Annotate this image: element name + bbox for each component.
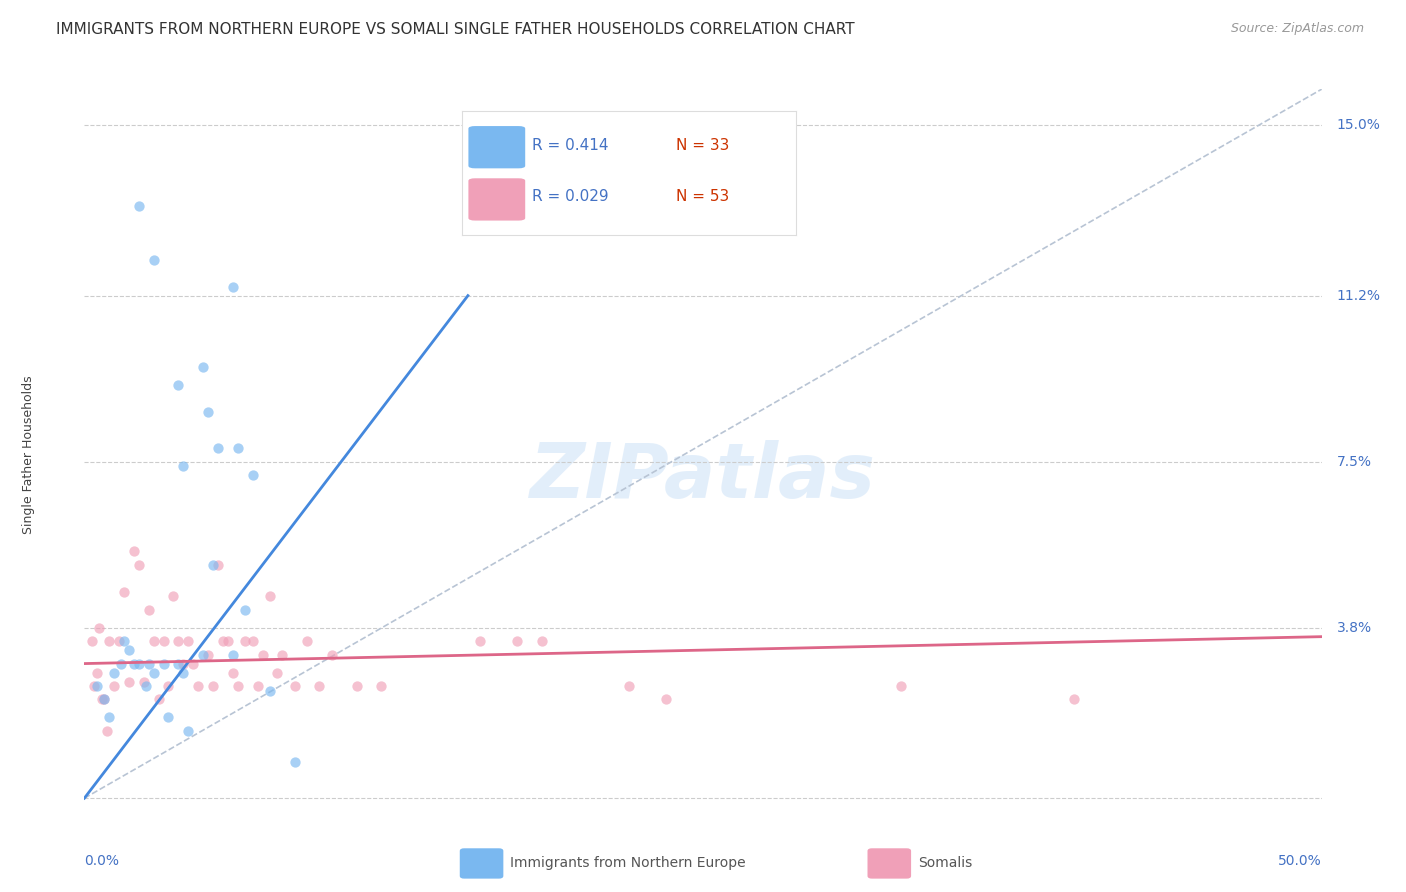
- Point: [142, 252, 165, 267]
- Point: [242, 634, 264, 648]
- Point: [1063, 692, 1085, 706]
- Point: [157, 679, 180, 693]
- Text: 7.5%: 7.5%: [1337, 455, 1371, 468]
- Point: [142, 634, 165, 648]
- Point: [80, 634, 103, 648]
- Point: [135, 679, 157, 693]
- Point: [132, 674, 155, 689]
- Point: [222, 279, 245, 293]
- Text: 15.0%: 15.0%: [1337, 118, 1381, 132]
- Point: [128, 657, 150, 671]
- Point: [207, 558, 229, 572]
- Point: [167, 634, 190, 648]
- Point: [197, 648, 219, 662]
- Text: IMMIGRANTS FROM NORTHERN EUROPE VS SOMALI SINGLE FATHER HOUSEHOLDS CORRELATION C: IMMIGRANTS FROM NORTHERN EUROPE VS SOMAL…: [56, 22, 855, 37]
- Point: [83, 679, 105, 693]
- Point: [284, 756, 307, 770]
- Point: [172, 657, 194, 671]
- Point: [259, 683, 281, 698]
- Point: [112, 584, 135, 599]
- Point: [202, 558, 225, 572]
- Point: [103, 679, 125, 693]
- Point: [470, 634, 492, 648]
- Point: [191, 360, 214, 375]
- Point: [181, 657, 204, 671]
- Point: [284, 679, 307, 693]
- Text: Single Father Households: Single Father Households: [22, 376, 35, 534]
- Point: [122, 657, 145, 671]
- Point: [118, 643, 141, 657]
- Point: [655, 692, 678, 706]
- Point: [531, 634, 554, 648]
- Point: [98, 634, 121, 648]
- Point: [222, 648, 245, 662]
- Point: [197, 405, 219, 419]
- Point: [506, 634, 529, 648]
- Point: [295, 634, 318, 648]
- Point: [246, 679, 269, 693]
- Point: [308, 679, 330, 693]
- Point: [122, 544, 145, 558]
- Point: [321, 648, 343, 662]
- Point: [89, 621, 111, 635]
- Point: [212, 634, 235, 648]
- Point: [617, 679, 640, 693]
- Point: [167, 378, 190, 392]
- Point: [271, 648, 294, 662]
- Point: [138, 657, 160, 671]
- Point: [226, 441, 249, 455]
- Text: 0.0%: 0.0%: [84, 854, 120, 868]
- Point: [128, 558, 150, 572]
- Point: [266, 665, 288, 680]
- Point: [202, 679, 225, 693]
- Text: Somalis: Somalis: [918, 856, 973, 871]
- Point: [191, 648, 214, 662]
- Point: [890, 679, 912, 693]
- Point: [346, 679, 368, 693]
- Point: [138, 603, 160, 617]
- Point: [98, 710, 121, 724]
- Point: [177, 723, 200, 738]
- Point: [108, 634, 131, 648]
- Point: [167, 657, 190, 671]
- Point: [93, 692, 115, 706]
- Point: [177, 634, 200, 648]
- Point: [172, 459, 194, 474]
- Point: [222, 665, 245, 680]
- Point: [233, 603, 256, 617]
- Point: [103, 665, 125, 680]
- Point: [152, 657, 174, 671]
- Point: [242, 468, 264, 483]
- Point: [93, 692, 115, 706]
- Point: [86, 679, 108, 693]
- Point: [187, 679, 209, 693]
- Text: Source: ZipAtlas.com: Source: ZipAtlas.com: [1230, 22, 1364, 36]
- Point: [207, 441, 229, 455]
- Point: [162, 589, 184, 603]
- Point: [152, 634, 174, 648]
- Point: [148, 692, 170, 706]
- Text: 50.0%: 50.0%: [1278, 854, 1322, 868]
- Point: [86, 665, 108, 680]
- Text: ZIPatlas: ZIPatlas: [530, 440, 876, 514]
- Point: [90, 692, 112, 706]
- Point: [226, 679, 249, 693]
- Point: [370, 679, 392, 693]
- Point: [142, 665, 165, 680]
- Point: [233, 634, 256, 648]
- Point: [157, 710, 180, 724]
- Point: [118, 674, 141, 689]
- Point: [217, 634, 239, 648]
- Text: Immigrants from Northern Europe: Immigrants from Northern Europe: [510, 856, 747, 871]
- Point: [96, 723, 118, 738]
- Point: [110, 657, 132, 671]
- Point: [252, 648, 274, 662]
- Point: [112, 634, 135, 648]
- Text: 11.2%: 11.2%: [1337, 289, 1381, 302]
- Point: [172, 665, 194, 680]
- Point: [259, 589, 281, 603]
- Point: [128, 199, 150, 213]
- Text: 3.8%: 3.8%: [1337, 621, 1372, 635]
